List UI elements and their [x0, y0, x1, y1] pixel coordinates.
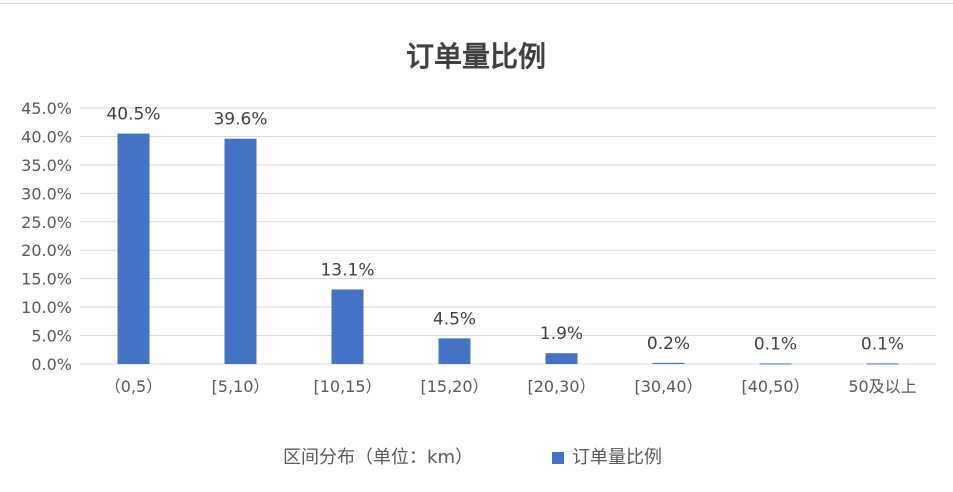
bar — [117, 133, 150, 364]
category-label: [30,40） — [634, 377, 702, 396]
bar — [438, 338, 471, 364]
legend-swatch — [552, 452, 564, 464]
bar — [331, 289, 364, 364]
x-axis-categories: （0,5） [5,10） [10,15） [15,20） [20,30） [30,40） [… — [105, 377, 917, 396]
bar — [759, 363, 792, 365]
y-tick-label: 30.0% — [21, 184, 72, 203]
bars — [117, 133, 899, 365]
category-label: [5,10） — [212, 377, 270, 396]
data-label: 0.1% — [861, 334, 904, 354]
legend: 区间分布（单位：km） 订单量比例 — [283, 447, 662, 468]
y-tick-label: 0.0% — [31, 355, 72, 374]
data-labels: 40.5% 39.6% 13.1% 4.5% 1.9% 0.2% 0.1% 0.1% — [106, 105, 904, 355]
data-label: 39.6% — [213, 110, 267, 130]
y-tick-label: 15.0% — [21, 270, 72, 289]
top-border-line — [0, 3, 953, 4]
y-tick-label: 25.0% — [21, 213, 72, 232]
y-tick-label: 20.0% — [21, 241, 72, 260]
category-label: [10,15） — [313, 377, 381, 396]
bar — [224, 138, 257, 364]
y-tick-label: 40.0% — [21, 127, 72, 146]
data-label: 0.1% — [754, 334, 797, 354]
bar — [866, 363, 899, 365]
data-label: 13.1% — [320, 260, 374, 280]
gridlines — [80, 107, 936, 365]
category-label: 50及以上 — [848, 377, 916, 396]
y-axis-ticks: 0.0% 5.0% 10.0% 15.0% 20.0% 25.0% 30.0% 35.0% 40… — [21, 99, 72, 374]
chart-title: 订单量比例 — [406, 40, 546, 73]
y-tick-label: 45.0% — [21, 99, 72, 118]
bar — [545, 353, 578, 364]
x-axis-title: 区间分布（单位：km） — [283, 447, 473, 468]
y-tick-label: 10.0% — [21, 298, 72, 317]
category-label: （0,5） — [105, 377, 162, 396]
bar — [652, 362, 685, 364]
y-tick-label: 35.0% — [21, 156, 72, 175]
category-label: [40,50） — [741, 377, 809, 396]
category-label: [20,30） — [527, 377, 595, 396]
data-label: 0.2% — [647, 334, 690, 354]
legend-label: 订单量比例 — [572, 447, 662, 468]
data-label: 4.5% — [433, 309, 476, 329]
data-label: 1.9% — [540, 324, 583, 344]
category-label: [15,20） — [420, 377, 488, 396]
data-label: 40.5% — [106, 105, 160, 125]
y-tick-label: 5.0% — [31, 327, 72, 346]
